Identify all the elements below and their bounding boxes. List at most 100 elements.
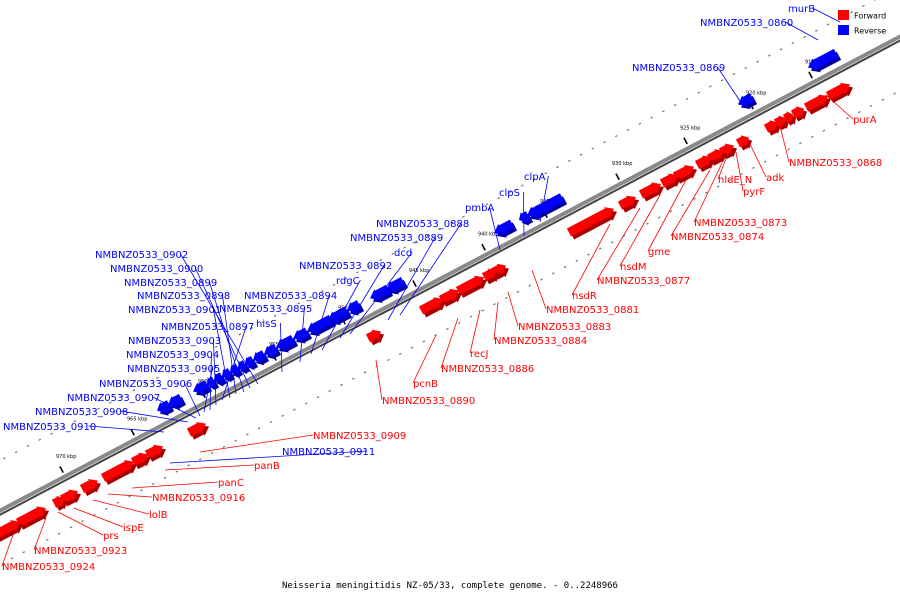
- forward-gene-arrow[interactable]: [763, 120, 781, 136]
- gene-label[interactable]: NMBNZ0533_0860: [700, 18, 793, 29]
- forward-gene-arrow[interactable]: [790, 106, 807, 122]
- forward-gene-arrow[interactable]: [617, 195, 639, 213]
- forward-gene-arrow[interactable]: [418, 297, 446, 318]
- gene-label[interactable]: NMBNZ0533_0888: [376, 219, 469, 230]
- forward-gene-arrow[interactable]: [130, 452, 151, 470]
- forward-gene-arrow[interactable]: [694, 155, 715, 173]
- forward-gene-arrow[interactable]: [706, 149, 727, 166]
- gene-label[interactable]: prs: [103, 531, 119, 542]
- reverse-gene-arrow[interactable]: [370, 284, 394, 303]
- reverse-gene-arrow[interactable]: [253, 350, 270, 366]
- gene-label[interactable]: NMBNZ0533_0898: [137, 291, 230, 302]
- gene-label[interactable]: hisS: [256, 319, 277, 330]
- reverse-gene-arrow[interactable]: [527, 193, 568, 221]
- gene-label[interactable]: NMBNZ0533_0923: [34, 546, 127, 557]
- forward-gene-arrow[interactable]: [825, 82, 853, 104]
- forward-gene-arrow[interactable]: [79, 478, 101, 496]
- gene-label[interactable]: lolB: [149, 510, 168, 521]
- reverse-gene-arrow[interactable]: [157, 400, 175, 416]
- forward-gene-arrow[interactable]: [735, 135, 752, 151]
- gene-label[interactable]: NMBNZ0533_0884: [494, 336, 587, 347]
- gene-label[interactable]: dcd: [394, 248, 412, 259]
- gene-label[interactable]: NMBNZ0533_0873: [694, 218, 787, 229]
- reverse-gene-arrow[interactable]: [808, 48, 842, 73]
- gene-label[interactable]: clpA: [524, 172, 546, 183]
- forward-gene-arrow[interactable]: [659, 173, 681, 191]
- gene-label[interactable]: NMBNZ0533_0903: [128, 336, 221, 347]
- forward-gene-arrow[interactable]: [455, 275, 487, 298]
- forward-gene-arrow[interactable]: [365, 329, 384, 346]
- reverse-gene-arrow[interactable]: [519, 211, 534, 226]
- reverse-gene-arrow[interactable]: [293, 327, 313, 344]
- forward-gene-arrow[interactable]: [51, 495, 67, 511]
- forward-gene-arrow[interactable]: [773, 115, 789, 131]
- reverse-gene-arrow[interactable]: [238, 360, 251, 375]
- gene-label[interactable]: NMBNZ0533_0909: [313, 431, 406, 442]
- gene-label[interactable]: NMBNZ0533_0905: [127, 364, 220, 375]
- gene-label[interactable]: NMBNZ0533_0916: [152, 493, 245, 504]
- gene-label[interactable]: hsdM: [620, 262, 647, 273]
- gene-label[interactable]: NMBNZ0533_0906: [99, 379, 192, 390]
- gene-label[interactable]: panC: [218, 478, 244, 489]
- reverse-gene-arrow[interactable]: [193, 380, 213, 397]
- gene-label[interactable]: NMBNZ0533_0897: [161, 322, 254, 333]
- forward-gene-arrow[interactable]: [144, 444, 166, 462]
- gene-label[interactable]: NMBNZ0533_0874: [671, 232, 764, 243]
- gene-label[interactable]: NMBNZ0533_0901: [128, 305, 221, 316]
- gene-label[interactable]: NMBNZ0533_0907: [67, 393, 160, 404]
- reverse-gene-arrow[interactable]: [494, 219, 518, 238]
- forward-gene-arrow[interactable]: [100, 460, 137, 485]
- gene-label[interactable]: pmbA: [465, 203, 494, 214]
- gene-label[interactable]: clpS: [499, 188, 520, 199]
- gene-label[interactable]: NMBNZ0533_0904: [126, 350, 219, 361]
- gene-label[interactable]: gme: [648, 247, 670, 258]
- gene-label[interactable]: ispE: [123, 523, 144, 534]
- reverse-gene-arrow[interactable]: [168, 393, 187, 410]
- gene-label[interactable]: NMBNZ0533_0924: [2, 562, 95, 573]
- gene-label[interactable]: murB: [788, 4, 815, 15]
- forward-gene-arrow[interactable]: [672, 165, 697, 184]
- gene-label[interactable]: NMBNZ0533_0886: [441, 364, 534, 375]
- reverse-gene-arrow[interactable]: [245, 356, 259, 371]
- leader-line: [670, 169, 711, 237]
- forward-gene-arrow[interactable]: [15, 506, 49, 530]
- gene-label[interactable]: NMBNZ0533_0910: [3, 422, 96, 433]
- gene-label[interactable]: recJ: [470, 349, 489, 360]
- gene-label[interactable]: NMBNZ0533_0900: [110, 264, 203, 275]
- gene-label[interactable]: purA: [853, 115, 877, 126]
- forward-gene-arrow[interactable]: [438, 288, 462, 307]
- forward-gene-arrow[interactable]: [638, 182, 664, 202]
- gene-label[interactable]: NMBNZ0533_0908: [35, 407, 128, 418]
- forward-gene-arrow[interactable]: [803, 94, 831, 115]
- gene-label[interactable]: NMBNZ0533_0894: [244, 291, 337, 302]
- gene-label[interactable]: NMBNZ0533_0877: [597, 276, 690, 287]
- gene-label[interactable]: pyrF: [743, 187, 765, 198]
- gene-label[interactable]: NMBNZ0533_0881: [546, 305, 639, 316]
- gene-label[interactable]: hldE_N: [718, 175, 752, 186]
- gene-label[interactable]: pcnB: [413, 379, 438, 390]
- forward-gene-arrow[interactable]: [186, 422, 209, 440]
- reverse-gene-arrow[interactable]: [264, 343, 282, 360]
- forward-gene-arrow[interactable]: [566, 207, 617, 240]
- gene-label[interactable]: rdgC: [336, 276, 360, 287]
- reverse-gene-arrow[interactable]: [386, 276, 409, 295]
- forward-gene-arrow[interactable]: [59, 489, 81, 507]
- gene-label[interactable]: NMBNZ0533_0890: [382, 396, 475, 407]
- gene-label[interactable]: NMBNZ0533_0902: [95, 250, 188, 261]
- gene-label[interactable]: NMBNZ0533_0868: [789, 158, 882, 169]
- gene-label[interactable]: NMBNZ0533_0889: [350, 233, 443, 244]
- reverse-gene-arrow[interactable]: [214, 372, 228, 387]
- gene-label[interactable]: adk: [766, 173, 784, 184]
- gene-label[interactable]: NMBNZ0533_0892: [299, 261, 392, 272]
- forward-gene-arrow[interactable]: [0, 520, 23, 542]
- gene-label[interactable]: NMBNZ0533_0883: [518, 322, 611, 333]
- forward-gene-arrow[interactable]: [782, 111, 796, 126]
- gene-label[interactable]: panB: [254, 461, 280, 472]
- gene-label[interactable]: NMBNZ0533_0899: [124, 278, 217, 289]
- gene-label[interactable]: NMBNZ0533_0895: [219, 304, 312, 315]
- gene-label[interactable]: NMBNZ0533_0911: [282, 447, 375, 458]
- gene-label[interactable]: NMBNZ0533_0869: [632, 63, 725, 74]
- gene-label[interactable]: hsdR: [572, 291, 597, 302]
- forward-gene-arrow[interactable]: [481, 268, 500, 285]
- reverse-gene-arrow[interactable]: [738, 93, 758, 110]
